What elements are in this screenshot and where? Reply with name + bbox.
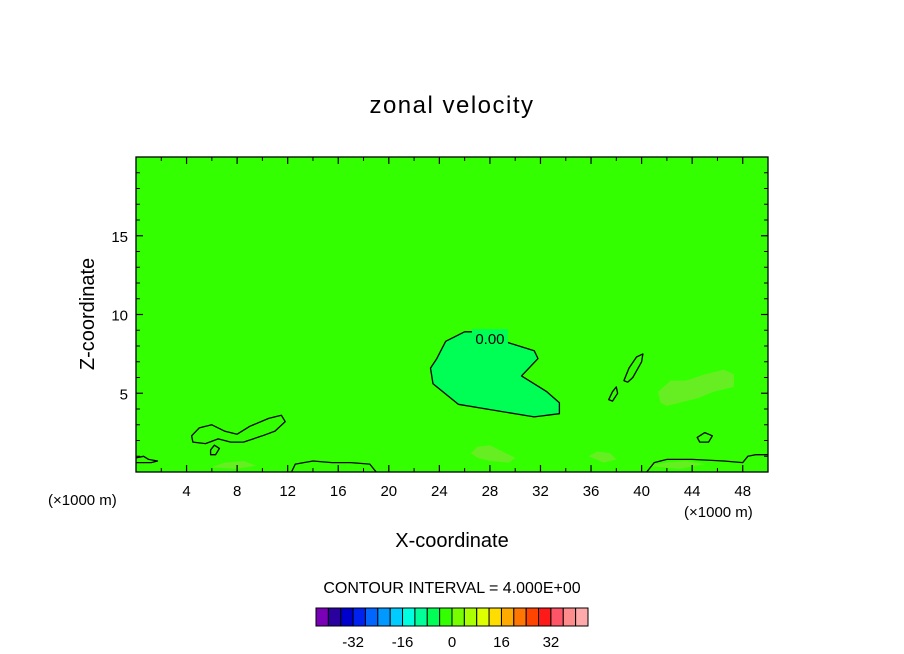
zero-contour-37-5 (608, 386, 619, 402)
colorbar-swatch (500, 607, 515, 627)
chart-title: zonal velocity (369, 92, 534, 119)
x-tick-label: 16 (330, 483, 347, 500)
colorbar-swatch (513, 607, 527, 627)
colorbar-swatch (575, 607, 589, 627)
colorbar-swatch (451, 607, 465, 627)
zero-contour-bottom-41-50 (646, 454, 768, 473)
x-tick-label: 4 (182, 483, 190, 500)
x-tick-label: 8 (233, 483, 241, 500)
zero-contour-bottom-left (135, 455, 159, 464)
colorbar-swatch (352, 607, 366, 627)
x-tick-label: 20 (380, 483, 397, 500)
x-unit-label-left: (×1000 m) (48, 492, 117, 509)
colorbar-swatch (538, 607, 552, 627)
region-negative-core (430, 331, 560, 417)
x-unit-label-right: (×1000 m) (684, 504, 753, 521)
zero-contour-6-1 (209, 444, 221, 456)
x-axis-label: X-coordinate (395, 530, 508, 552)
contour-label: 0.00 (475, 331, 504, 348)
y-axis-label: Z-coordinate (77, 258, 99, 370)
colorbar-swatch (488, 607, 502, 627)
region-weak-positive-44 (658, 369, 734, 406)
y-tick-label: 5 (120, 386, 128, 403)
colorbar-tick-label: -32 (342, 634, 364, 651)
x-tick-label: 24 (431, 483, 448, 500)
colorbar: -32 -16 0 16 32 (315, 607, 589, 651)
colorbar-swatch (340, 607, 354, 627)
x-tick-label: 32 (532, 483, 549, 500)
contour-label-bg (471, 329, 508, 347)
colorbar-swatch (426, 607, 441, 627)
colorbar-swatch (327, 607, 342, 627)
colorbar-tick-label: -16 (392, 634, 414, 651)
x-tick-label: 48 (734, 483, 751, 500)
zero-contour-39-6 (623, 353, 644, 383)
colorbar-swatch (562, 607, 577, 627)
colorbar-swatch (439, 607, 453, 627)
colorbar-tick-label: 32 (543, 634, 560, 651)
zero-contour-45-2 (696, 431, 714, 443)
colorbar-swatch (463, 607, 478, 627)
zero-contour-low-4-12 (190, 414, 286, 445)
zero-contour-bottom-13-19 (290, 460, 377, 473)
x-tick-label: 28 (482, 483, 499, 500)
x-tick-label: 36 (583, 483, 600, 500)
colorbar-swatch (377, 607, 391, 627)
region-weak-positive-27 (471, 445, 516, 463)
x-tick-label: 40 (633, 483, 650, 500)
region-weak-positive-8 (211, 461, 257, 469)
colorbar-swatch (315, 607, 329, 627)
colorbar-swatch (476, 607, 490, 627)
colorbar-swatch (389, 607, 404, 627)
x-tick-label: 12 (279, 483, 296, 500)
colorbar-swatch (414, 607, 428, 627)
y-tick-label: 10 (111, 308, 128, 325)
plot-background (136, 157, 768, 472)
region-weak-positive-37 (588, 451, 617, 463)
colorbar-swatch (550, 607, 564, 627)
region-weak-positive-43 (647, 461, 705, 469)
y-tick-label: 15 (111, 229, 128, 246)
colorbar-tick-label: 16 (493, 634, 510, 651)
colorbar-swatch (364, 607, 379, 627)
colorbar-swatch (525, 607, 540, 627)
contour-interval-text: CONTOUR INTERVAL = 4.000E+00 (323, 580, 580, 597)
x-tick-label: 44 (684, 483, 701, 500)
colorbar-tick-label: 0 (448, 634, 456, 651)
colorbar-swatch (402, 607, 416, 627)
